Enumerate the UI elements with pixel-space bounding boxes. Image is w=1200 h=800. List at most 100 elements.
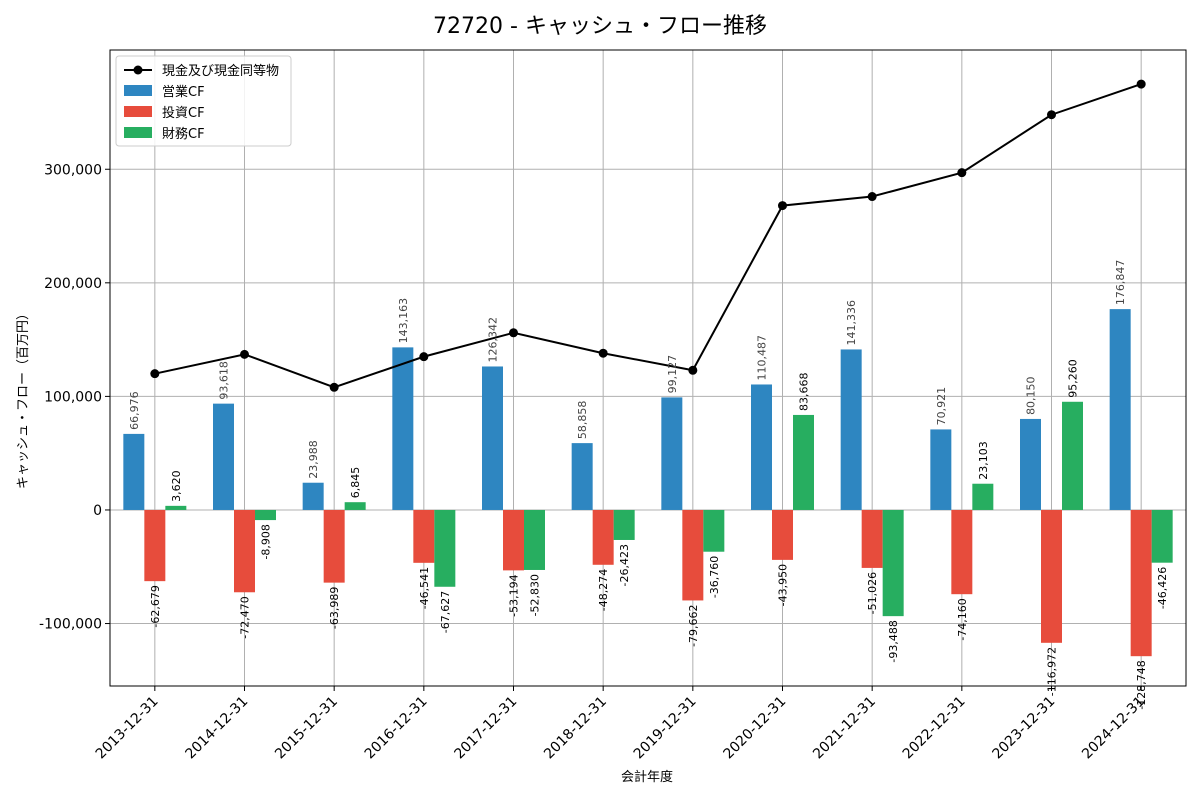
bar-value-label: -52,830 <box>529 574 542 616</box>
bar-value-label: 176,847 <box>1114 260 1127 306</box>
bar-value-label: -93,488 <box>887 620 900 662</box>
bar-operating-cf <box>302 482 324 510</box>
bar-value-label: 143,163 <box>397 298 410 344</box>
grid-lines <box>110 50 1186 686</box>
bar-value-label: -67,627 <box>439 591 452 633</box>
x-axis-label: 会計年度 <box>621 769 673 785</box>
bar-investing-cf <box>1130 509 1152 657</box>
bar-value-label: 83,668 <box>798 372 811 411</box>
bar-financing-cf <box>434 509 456 587</box>
cash-line-point <box>957 168 967 178</box>
bar-investing-cf <box>861 509 883 568</box>
y-tick-label: 200,000 <box>44 276 102 292</box>
bar-value-label: -63,989 <box>328 587 341 629</box>
bar-value-label: 58,858 <box>576 401 589 440</box>
data-labels: 66,976 93,618 23,988 143,163 126,342 58,858 99… <box>128 260 1169 710</box>
bar-value-label: -46,541 <box>418 567 431 609</box>
legend-label: 財務CF <box>162 127 205 142</box>
cash-line-point <box>509 328 518 338</box>
bar-value-label: 110,487 <box>756 335 769 381</box>
legend-box <box>115 55 292 147</box>
bar-operating-cf <box>751 384 772 510</box>
cash-line-series <box>150 79 1146 392</box>
legend-swatch <box>124 106 152 117</box>
bar-value-label: 80,150 <box>1025 376 1038 415</box>
bar-value-label: 93,618 <box>218 361 231 400</box>
bar-value-label: -128,748 <box>1135 660 1148 709</box>
x-tick-label: 2013-12-31 <box>93 694 162 763</box>
bar-investing-cf <box>682 509 704 601</box>
bar-value-label: -72,470 <box>239 596 252 638</box>
bar-financing-cf <box>703 509 725 552</box>
cash-line <box>154 83 1142 389</box>
bar-operating-cf <box>840 349 862 510</box>
axes: 2013-12-31 2014-12-31 2015-12-31 2016-12-31… <box>39 49 1187 763</box>
y-tick-label: 300,000 <box>44 162 102 178</box>
x-tick-label: 2017-12-31 <box>451 694 520 763</box>
bar-financing-cf <box>1062 401 1083 510</box>
x-tick-label: 2022-12-31 <box>900 694 969 763</box>
y-tick-label: 100,000 <box>44 389 102 405</box>
bar-value-label: -43,950 <box>777 564 790 606</box>
bar-investing-cf <box>323 509 345 583</box>
bar-investing-cf <box>503 509 524 571</box>
bar-value-label: 23,988 <box>307 440 320 479</box>
bar-financing-cf <box>613 509 635 540</box>
cash-line-point <box>867 192 877 202</box>
bar-value-label: 66,976 <box>128 391 141 430</box>
x-tick-label: 2016-12-31 <box>362 694 431 763</box>
cash-line-point <box>778 201 787 211</box>
bar-value-label: 99,127 <box>666 355 679 394</box>
bar-financing-cf <box>165 505 187 510</box>
bar-financing-cf <box>344 502 366 510</box>
bar-financing-cf <box>882 509 904 617</box>
cash-line-point <box>150 369 160 379</box>
bar-value-label: 6,845 <box>349 467 362 499</box>
bar-financing-cf <box>793 414 814 510</box>
bar-value-label: -36,760 <box>708 556 721 598</box>
bar-operating-cf <box>1109 309 1131 510</box>
bar-value-label: -26,423 <box>618 544 631 586</box>
bar-operating-cf <box>392 347 414 510</box>
bar-investing-cf <box>592 509 614 565</box>
bar-financing-cf <box>972 483 994 510</box>
bar-financing-cf <box>255 509 276 521</box>
bar-value-label: -53,194 <box>508 574 521 616</box>
cash-line-point <box>240 349 249 359</box>
cash-line-point <box>688 365 698 375</box>
bar-value-label: 70,921 <box>935 387 948 426</box>
cash-line-point <box>1136 79 1146 89</box>
bar-value-label: -79,662 <box>687 604 700 646</box>
cash-line-point <box>329 382 339 392</box>
x-tick-label: 2021-12-31 <box>810 694 879 763</box>
bar-value-label: 95,260 <box>1067 359 1080 398</box>
bar-investing-cf <box>144 509 166 582</box>
bar-value-label: 23,103 <box>977 441 990 479</box>
bar-operating-cf <box>482 366 503 510</box>
x-tick-label: 2018-12-31 <box>541 694 610 763</box>
x-tick-label: 2023-12-31 <box>989 694 1058 763</box>
x-tick-label: 2024-12-31 <box>1079 694 1148 763</box>
y-tick-label: -100,000 <box>39 617 102 633</box>
legend-label: 現金及び現金同等物 <box>162 63 279 79</box>
legend-swatch <box>124 127 152 138</box>
y-axis-label: キャッシュ・フロー（百万円） <box>16 307 31 489</box>
bar-investing-cf <box>234 509 255 593</box>
bar-value-label: -51,026 <box>866 572 879 614</box>
bar-value-label: -8,908 <box>260 524 273 559</box>
x-tick-label: 2019-12-31 <box>631 694 700 763</box>
x-tick-label: 2015-12-31 <box>272 694 341 763</box>
bar-value-label: -74,160 <box>956 598 969 640</box>
bar-value-label: -116,972 <box>1046 647 1059 696</box>
bar-value-label: 126,342 <box>487 317 500 363</box>
bar-value-label: -62,679 <box>149 585 162 627</box>
bar-operating-cf <box>661 397 683 510</box>
bar-operating-cf <box>571 443 593 510</box>
bar-operating-cf <box>930 429 952 510</box>
x-tick-label: 2020-12-31 <box>720 694 789 763</box>
bar-investing-cf <box>413 509 435 563</box>
bar-investing-cf <box>1041 509 1062 643</box>
bar-investing-cf <box>772 509 793 560</box>
